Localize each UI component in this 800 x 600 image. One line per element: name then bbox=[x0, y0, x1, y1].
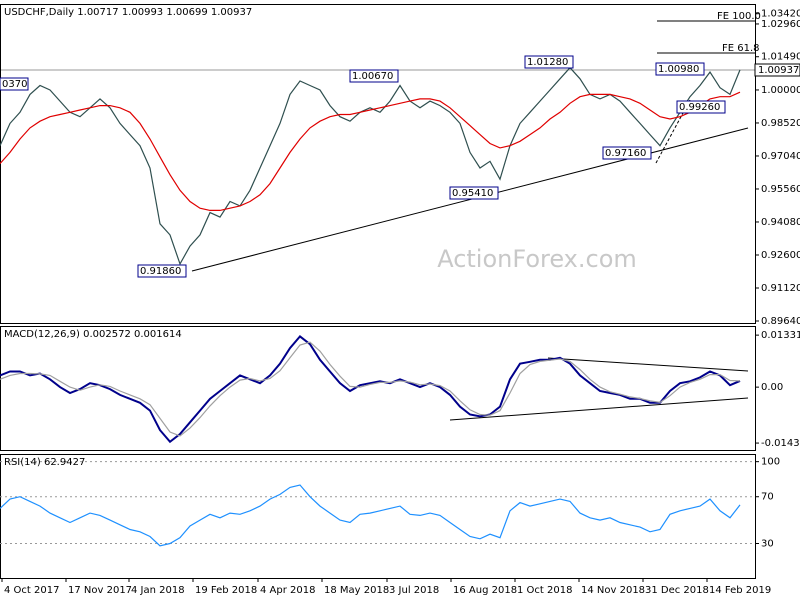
annotation: 1.00980 bbox=[658, 64, 699, 75]
y-tick-label: 0.92600 bbox=[761, 250, 800, 261]
annotation-box bbox=[602, 146, 652, 160]
x-tick-label: 3 Jul 2018 bbox=[389, 585, 439, 596]
macd-trend-line bbox=[449, 397, 749, 421]
annotation-box bbox=[0, 77, 29, 91]
y-tick-label: 0.013319 bbox=[761, 330, 800, 341]
y-tick-label: 70 bbox=[761, 492, 774, 503]
x-tick-label: 17 Nov 2017 bbox=[68, 585, 132, 596]
annotation-box bbox=[349, 69, 399, 83]
panel-title: MACD(12,26,9) 0.002572 0.001614 bbox=[4, 329, 182, 340]
y-tick-label: 0.97040 bbox=[761, 151, 800, 162]
annotation: 0.97160 bbox=[605, 148, 646, 159]
annotation: FE 100.0 bbox=[717, 11, 761, 22]
panel-frame bbox=[0, 454, 756, 579]
y-tick-label: 0.89640 bbox=[761, 316, 800, 327]
panel-title: RSI(14) 62.9427 bbox=[4, 457, 85, 468]
y-tick-label: 1.00000 bbox=[761, 85, 800, 96]
annotation-box bbox=[449, 186, 499, 200]
y-tick-label: 1.01490 bbox=[761, 52, 800, 63]
x-tick-label: 1 Oct 2018 bbox=[517, 585, 572, 596]
annotation-box bbox=[676, 100, 726, 114]
series-line bbox=[0, 335, 741, 444]
macd-trend-line bbox=[547, 357, 749, 372]
y-tick-label: 1.02960 bbox=[761, 19, 800, 30]
watermark: ActionForex.com bbox=[437, 245, 637, 273]
annotation: FE 61.8 bbox=[722, 43, 760, 54]
annotation: 1.00670 bbox=[352, 71, 393, 82]
x-tick-label: 18 May 2018 bbox=[324, 585, 389, 596]
annotation: 0370 bbox=[2, 79, 27, 90]
x-tick-label: 14 Feb 2019 bbox=[709, 585, 771, 596]
annotation: 0.95410 bbox=[452, 188, 493, 199]
y-tick-label: 0.94080 bbox=[761, 217, 800, 228]
series-line bbox=[0, 341, 741, 437]
last-price-label: 1.00937 bbox=[758, 65, 799, 76]
x-tick-label: 4 Jan 2018 bbox=[131, 585, 185, 596]
x-tick-label: 4 Apr 2018 bbox=[260, 585, 315, 596]
annotation: 1.01280 bbox=[527, 57, 568, 68]
x-tick-label: 14 Nov 2018 bbox=[581, 585, 645, 596]
y-tick-label: 100 bbox=[761, 457, 780, 468]
annotation-box bbox=[524, 55, 574, 69]
x-tick-label: 16 Aug 2018 bbox=[453, 585, 517, 596]
series-line bbox=[0, 484, 741, 547]
x-tick-label: 4 Oct 2017 bbox=[4, 585, 59, 596]
x-tick-label: 19 Feb 2018 bbox=[195, 585, 257, 596]
last-price-box bbox=[754, 63, 800, 77]
series-line bbox=[0, 91, 741, 211]
y-tick-label: 0.98520 bbox=[761, 118, 800, 129]
y-tick-label: -0.014323 bbox=[761, 438, 800, 449]
panel-frame bbox=[0, 326, 756, 451]
x-tick-label: 31 Dec 2018 bbox=[645, 585, 709, 596]
y-tick-label: 0.00 bbox=[761, 382, 783, 393]
annotation-box bbox=[137, 264, 187, 278]
y-tick-label: 0.95560 bbox=[761, 184, 800, 195]
panel-frame bbox=[0, 4, 756, 324]
y-tick-label: 1.03420 bbox=[761, 9, 800, 20]
annotation-box bbox=[655, 62, 705, 76]
trend-line bbox=[655, 99, 691, 164]
y-tick-label: 30 bbox=[761, 539, 774, 550]
panel-title: USDCHF,Daily 1.00717 1.00993 1.00699 1.0… bbox=[4, 7, 252, 18]
annotation: 0.99260 bbox=[679, 102, 720, 113]
y-tick-label: 0.91120 bbox=[761, 283, 800, 294]
annotation: 0.91860 bbox=[140, 266, 181, 277]
series-line bbox=[0, 66, 741, 266]
